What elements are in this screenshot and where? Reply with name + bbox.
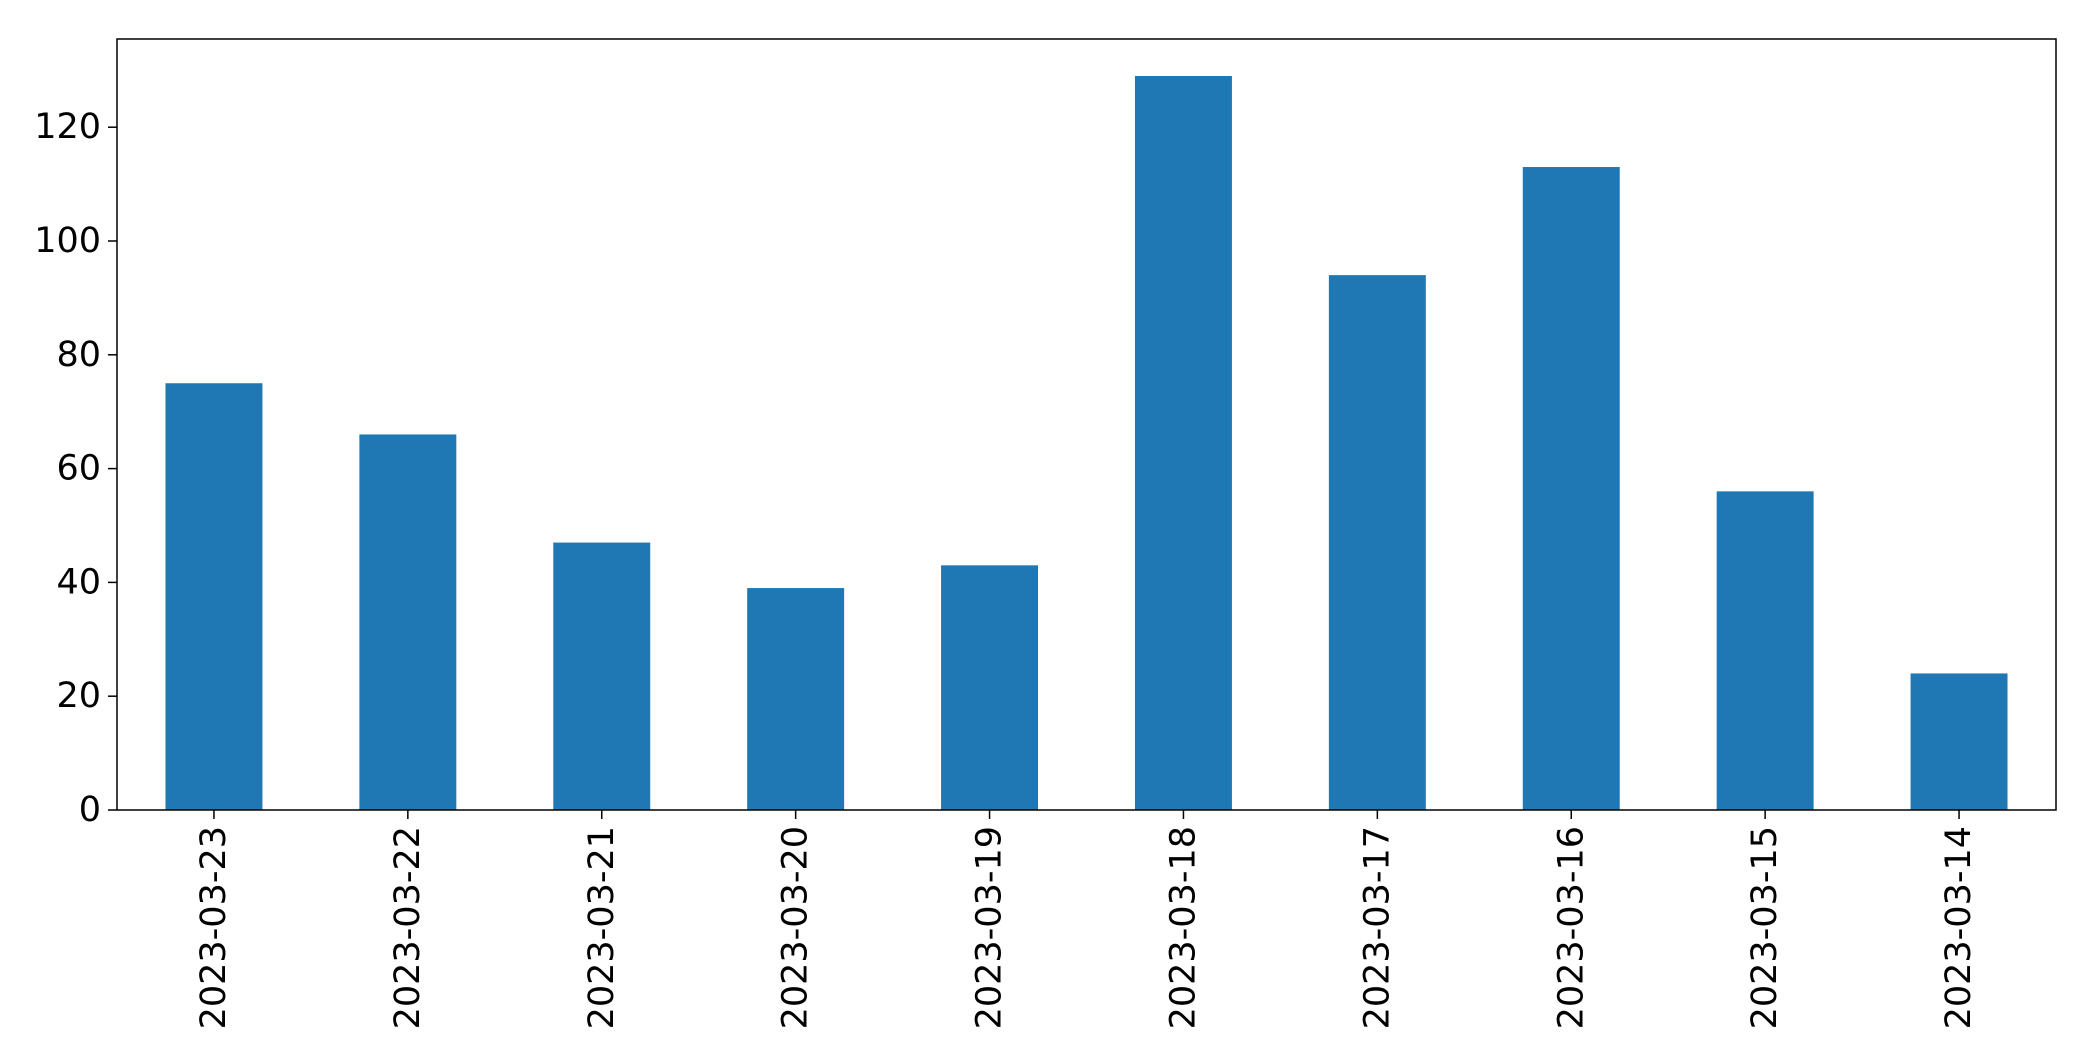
bar-2023-03-23 — [165, 383, 263, 810]
y-tick-label: 100 — [34, 221, 101, 261]
x-axis: 2023-03-23 2023-03-22 2023-03-21 2023-03-20… — [194, 810, 1979, 1029]
x-tick-label: 2023-03-22 — [388, 826, 428, 1029]
x-tick-label: 2023-03-17 — [1357, 826, 1397, 1029]
y-tick-label: 40 — [56, 562, 101, 602]
y-tick-label: 120 — [34, 107, 101, 147]
bars-group — [165, 75, 2008, 811]
x-tick-label: 2023-03-20 — [776, 826, 816, 1029]
y-axis: 0 20 40 60 80 100 120 — [34, 107, 117, 830]
bar-2023-03-17 — [1328, 275, 1426, 810]
bar-2023-03-15 — [1716, 491, 1814, 810]
x-tick-label: 2023-03-21 — [582, 826, 622, 1029]
bar-2023-03-21 — [553, 542, 651, 810]
y-tick-label: 60 — [56, 449, 101, 489]
bar-2023-03-18 — [1134, 75, 1232, 811]
x-tick-label: 2023-03-14 — [1939, 826, 1979, 1029]
bar-2023-03-14 — [1910, 673, 2008, 810]
x-tick-label: 2023-03-16 — [1551, 826, 1591, 1029]
x-tick-label: 2023-03-15 — [1745, 826, 1785, 1029]
bar-2023-03-19 — [941, 565, 1039, 810]
plot-frame — [116, 38, 2057, 811]
y-tick-label: 0 — [79, 790, 101, 830]
y-tick-label: 80 — [56, 335, 101, 375]
bar-2023-03-20 — [747, 588, 845, 810]
bar-2023-03-16 — [1522, 167, 1620, 811]
y-tick-label: 20 — [56, 676, 101, 716]
x-tick-label: 2023-03-18 — [1163, 826, 1203, 1029]
x-tick-label: 2023-03-19 — [970, 826, 1010, 1029]
x-tick-label: 2023-03-23 — [194, 826, 234, 1029]
bar-2023-03-22 — [359, 434, 457, 810]
